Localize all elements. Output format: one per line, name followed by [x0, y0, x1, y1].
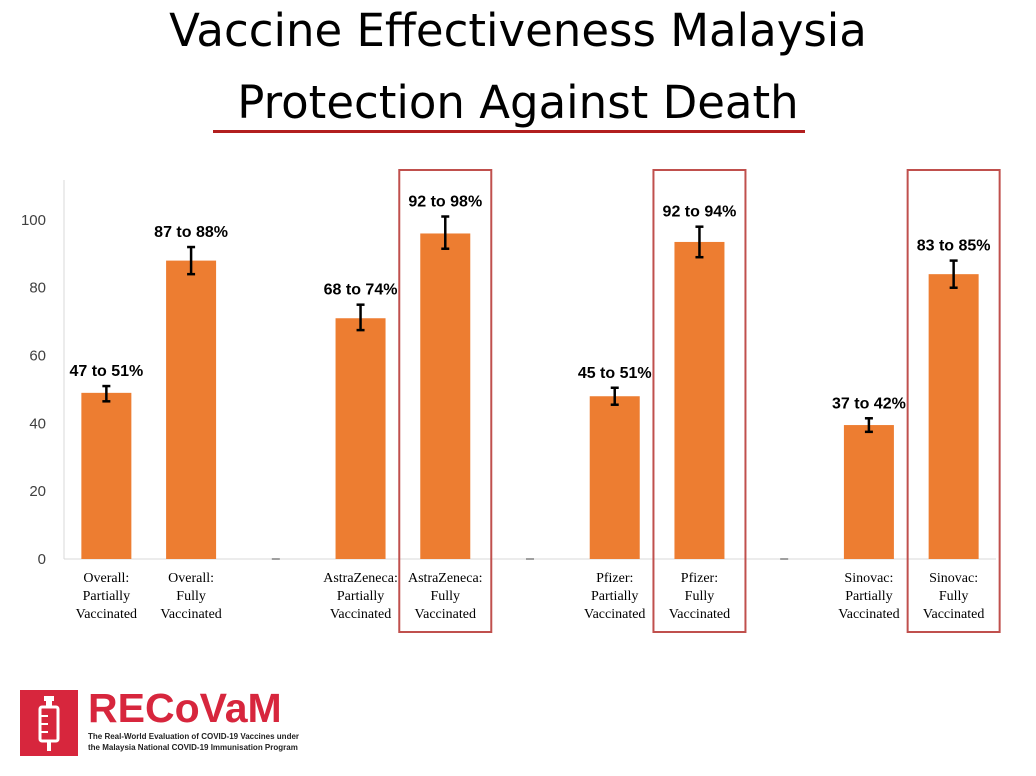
x-tick-label: Vaccinated	[330, 607, 391, 622]
bar	[674, 241, 725, 559]
bar	[928, 274, 979, 559]
x-tick-label: Sinovac:	[929, 571, 978, 586]
data-label: 92 to 98%	[408, 194, 482, 211]
x-tick-label: Fully	[430, 589, 460, 604]
x-tick-label: Vaccinated	[76, 607, 137, 622]
highlight-box	[652, 169, 747, 633]
highlight-box	[398, 169, 493, 633]
y-tick-label: 40	[29, 415, 46, 432]
x-tick-label: Partially	[83, 589, 130, 604]
bar	[81, 392, 132, 559]
data-label: 47 to 51%	[69, 363, 143, 380]
logo-subtitle-line-1: The Real-World Evaluation of COVID-19 Va…	[88, 732, 300, 741]
x-tick-label: Pfizer:	[596, 571, 633, 586]
x-tick-label: Partially	[591, 589, 638, 604]
vaccine-effectiveness-chart: 0 20 40 60 80 100 47 to 51% Overall: Partially Va…	[21, 169, 1001, 633]
x-tick-label: Vaccinated	[923, 607, 984, 622]
x-tick-label: Vaccinated	[669, 607, 730, 622]
x-tick-label: AstraZeneca:	[408, 571, 483, 586]
x-tick-label: Partially	[337, 589, 384, 604]
x-tick-label: Overall:	[83, 571, 129, 586]
x-tick-label: Sinovac:	[844, 571, 893, 586]
x-tick-label: Partially	[845, 589, 892, 604]
y-tick-label: 20	[29, 483, 46, 500]
x-tick-label: Vaccinated	[415, 607, 476, 622]
logo-subtitle: The Real-World Evaluation of COVID-19 Va…	[88, 731, 308, 753]
x-tick-label: Overall:	[168, 571, 214, 586]
x-tick-label: Vaccinated	[584, 607, 645, 622]
logo-subtitle-line-2: the Malaysia National COVID-19 Immunisat…	[88, 743, 298, 752]
x-tick-label: Fully	[176, 589, 206, 604]
x-tick-label: Pfizer:	[681, 571, 718, 586]
x-tick-label: Fully	[939, 589, 969, 604]
bar	[843, 425, 894, 559]
y-tick-label: 60	[29, 348, 46, 365]
data-label: 83 to 85%	[917, 238, 991, 255]
y-tick-label: 80	[29, 280, 46, 297]
title-line-2: Protection Against Death	[237, 76, 799, 129]
bar	[335, 318, 386, 559]
data-label: 92 to 94%	[663, 204, 737, 221]
y-tick-label: 0	[38, 551, 46, 568]
logo-name: RECoVaM	[88, 685, 282, 731]
vaccine-logo-icon	[20, 690, 78, 756]
title-line-1: Vaccine Effectiveness Malaysia	[169, 4, 867, 57]
data-label: 68 to 74%	[324, 282, 398, 299]
data-label: 37 to 42%	[832, 395, 906, 412]
y-tick-label: 100	[21, 212, 46, 229]
x-tick-label: AstraZeneca:	[323, 571, 398, 586]
bar	[589, 396, 640, 559]
x-tick-label: Fully	[685, 589, 715, 604]
highlight-box	[906, 169, 1001, 633]
x-tick-label: Vaccinated	[160, 607, 221, 622]
bar	[420, 233, 471, 559]
data-label: 45 to 51%	[578, 365, 652, 382]
bar	[166, 260, 217, 559]
title-underline	[213, 130, 805, 133]
data-label: 87 to 88%	[154, 224, 228, 241]
x-tick-label: Vaccinated	[838, 607, 899, 622]
